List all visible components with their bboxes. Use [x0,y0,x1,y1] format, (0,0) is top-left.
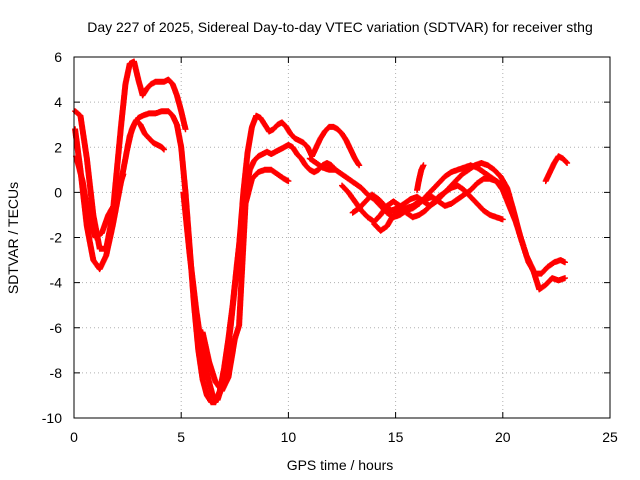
series-markers [73,153,127,241]
series-markers [124,117,167,153]
series-markers [542,153,571,185]
tick-labels: 0 5 10 15 20 25 -10 -8 -6 -4 -2 0 2 4 6 [42,49,618,445]
chart-title: Day 227 of 2025, Sidereal Day-to-day VTE… [87,19,593,35]
y-tick-label: -8 [50,365,63,381]
x-tick-label: 15 [388,429,404,445]
series-markers [349,160,568,293]
series-track-9 [349,160,568,293]
x-tick-label: 10 [281,429,297,445]
series-track-4 [73,153,127,241]
x-tick-label: 25 [602,429,618,445]
series-track-2 [72,58,189,252]
y-tick-label: -10 [42,410,62,426]
series-markers [414,162,427,194]
y-tick-label: -2 [50,230,63,246]
y-axis-label: SDTVAR / TECUs [5,182,21,294]
x-axis-label: GPS time / hours [287,457,394,473]
y-tick-label: 2 [54,139,62,155]
y-tick-label: -4 [50,275,63,291]
series-markers [371,175,513,234]
x-tick-label: 5 [177,429,185,445]
series-markers [199,166,292,394]
series-markers [72,58,189,252]
x-tick-label: 0 [70,429,78,445]
y-tick-label: -6 [50,320,63,336]
y-tick-label: 0 [54,184,62,200]
series-track-6 [199,166,292,394]
series-track-3 [124,117,167,153]
data-series [72,58,571,406]
y-tick-label: 4 [54,94,62,110]
series-track-10 [371,175,513,234]
series-track-12 [542,153,571,185]
x-tick-label: 20 [495,429,511,445]
y-tick-label: 6 [54,49,62,65]
plot-frame [73,56,611,419]
series-track-11 [414,162,427,194]
